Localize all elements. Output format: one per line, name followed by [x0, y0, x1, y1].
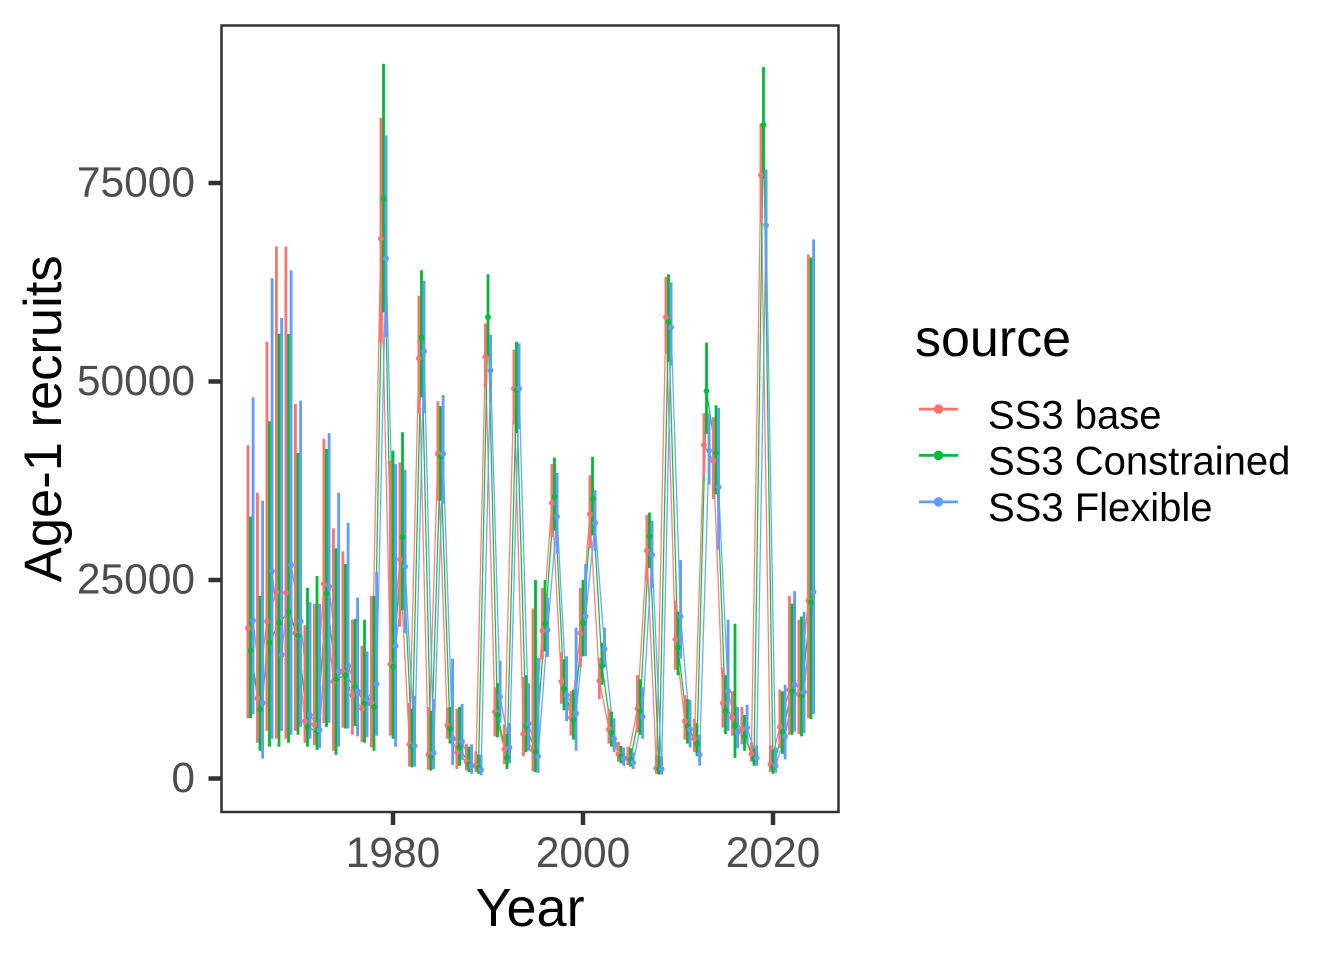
svg-text:50000: 50000: [77, 358, 195, 405]
svg-text:2020: 2020: [726, 830, 821, 877]
svg-text:SS3 Constrained: SS3 Constrained: [988, 440, 1290, 484]
svg-text:source: source: [915, 310, 1071, 368]
svg-text:75000: 75000: [77, 160, 195, 207]
svg-text:2000: 2000: [536, 830, 631, 877]
svg-text:25000: 25000: [77, 557, 195, 604]
svg-text:SS3 base: SS3 base: [988, 393, 1161, 437]
svg-text:0: 0: [171, 755, 195, 802]
svg-text:Year: Year: [475, 878, 584, 938]
svg-text:SS3 Flexible: SS3 Flexible: [988, 486, 1213, 530]
svg-text:1980: 1980: [346, 830, 441, 877]
svg-text:Age-1 recruits: Age-1 recruits: [14, 255, 73, 582]
